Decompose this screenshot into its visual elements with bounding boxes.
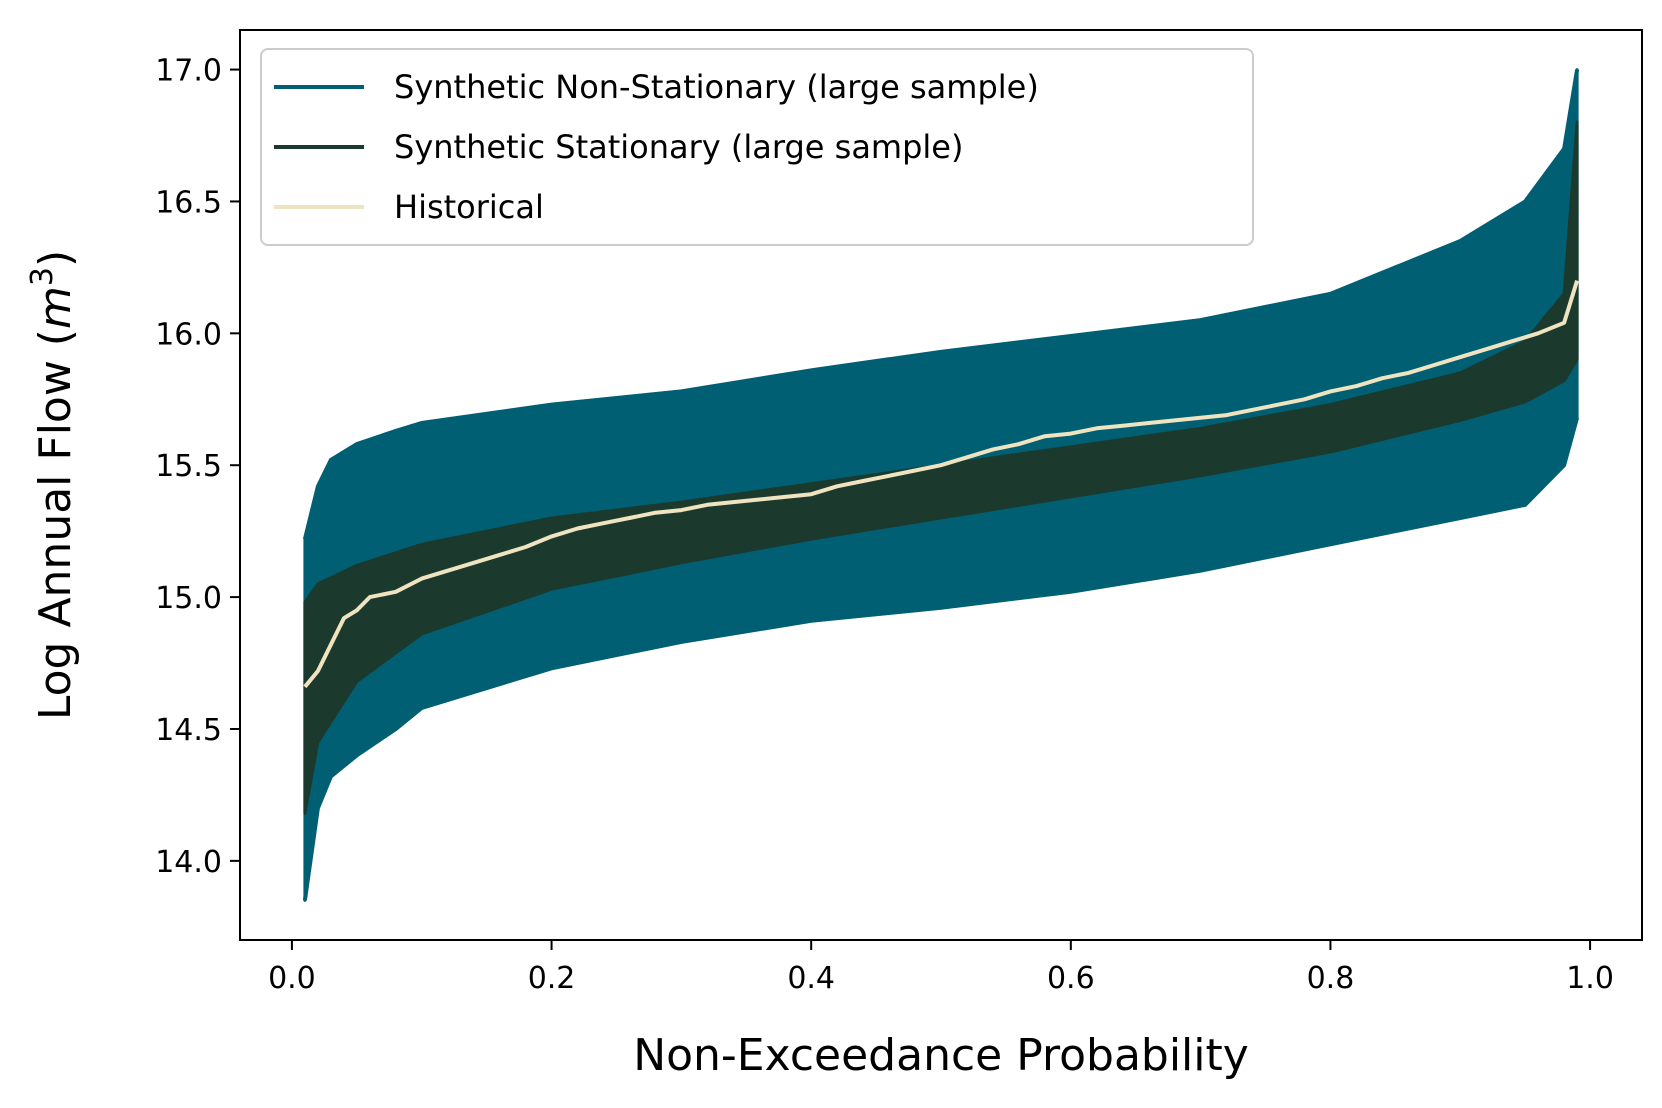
x-axis: 0.0 0.2 0.4 0.6 0.8 1.0 bbox=[268, 940, 1614, 996]
legend-label-stationary: Synthetic Stationary (large sample) bbox=[394, 128, 963, 166]
x-axis-label: Non-Exceedance Probability bbox=[633, 1030, 1249, 1081]
legend-label-non-stationary: Synthetic Non-Stationary (large sample) bbox=[394, 68, 1039, 106]
stationary-ensemble-band bbox=[303, 120, 1579, 815]
y-tick-label: 16.0 bbox=[155, 317, 222, 352]
historical-line bbox=[303, 280, 1580, 689]
y-tick-label: 17.0 bbox=[155, 54, 222, 89]
plot-frame bbox=[239, 29, 1643, 941]
x-tick-label: 0.8 bbox=[1307, 961, 1355, 996]
x-tick-label: 0.0 bbox=[268, 961, 316, 996]
y-tick-label: 14.5 bbox=[155, 713, 222, 748]
x-tick-label: 1.0 bbox=[1566, 961, 1614, 996]
x-tick-label: 0.6 bbox=[1047, 961, 1095, 996]
legend: Synthetic Non-Stationary (large sample) … bbox=[260, 48, 1254, 246]
y-axis-label-text: Log Annual Flow ( bbox=[30, 329, 81, 720]
x-tick-label: 0.2 bbox=[528, 961, 576, 996]
y-axis-label-unit-var: m bbox=[30, 286, 81, 329]
non-stationary-lower-envelope bbox=[302, 417, 1580, 901]
plot-data-layer bbox=[302, 68, 1580, 902]
x-tick-label: 0.4 bbox=[787, 961, 835, 996]
non-stationary-upper-envelope bbox=[302, 69, 1580, 540]
legend-frame bbox=[260, 48, 1254, 246]
y-axis-label-close: ) bbox=[30, 250, 81, 267]
y-axis: 14.0 14.5 15.0 15.5 16.0 16.5 17.0 bbox=[155, 54, 240, 880]
legend-label-historical: Historical bbox=[394, 188, 544, 226]
y-tick-label: 15.0 bbox=[155, 581, 222, 616]
y-tick-label: 14.0 bbox=[155, 845, 222, 880]
y-tick-label: 16.5 bbox=[155, 185, 222, 220]
y-axis-label-unit-exponent: 3 bbox=[25, 267, 60, 286]
y-axis-label: Log Annual Flow (m3) bbox=[25, 250, 81, 720]
y-tick-label: 15.5 bbox=[155, 449, 222, 484]
